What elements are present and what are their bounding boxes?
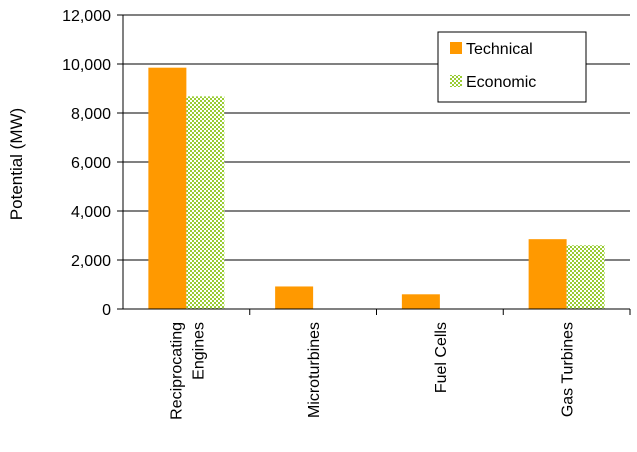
- x-tick-label: Microturbines: [306, 322, 323, 418]
- bar-technical-reciprocating-engines: [148, 67, 187, 309]
- legend: Technical Economic: [437, 31, 587, 103]
- x-tick-label: Fuel Cells: [433, 322, 450, 393]
- y-tick-labels: 0 2,000 4,000 6,000 8,000 10,000 12,000: [62, 8, 111, 319]
- y-tick-label: 0: [102, 302, 111, 319]
- x-tick-labels: Reciprocating Engines Microturbines Fuel Ce…: [168, 322, 576, 420]
- y-axis-label: Potential (MW): [7, 108, 26, 220]
- bar-economic-gas-turbines: [566, 245, 605, 309]
- legend-box: [437, 31, 587, 103]
- bar-technical-gas-turbines: [528, 239, 567, 309]
- x-tick-label: Engines: [190, 322, 207, 380]
- legend-swatch-technical: [450, 42, 462, 54]
- bar-economic-reciprocating-engines: [186, 96, 225, 309]
- legend-label-economic: Economic: [466, 74, 536, 91]
- y-tick-label: 10,000: [62, 57, 111, 74]
- x-tick-label: Gas Turbines: [560, 322, 577, 417]
- x-tick-label: Reciprocating: [168, 322, 185, 420]
- legend-label-technical: Technical: [466, 41, 533, 58]
- legend-swatch-economic: [450, 75, 462, 87]
- y-tick-label: 4,000: [71, 204, 111, 221]
- bar-technical-fuel-cells: [401, 294, 440, 309]
- y-tick-label: 2,000: [71, 253, 111, 270]
- y-tick-label: 6,000: [71, 155, 111, 172]
- y-tick-label: 12,000: [62, 8, 111, 25]
- bars: [148, 67, 605, 309]
- axes: [117, 14, 631, 315]
- bar-technical-microturbines: [275, 286, 314, 309]
- y-tick-label: 8,000: [71, 106, 111, 123]
